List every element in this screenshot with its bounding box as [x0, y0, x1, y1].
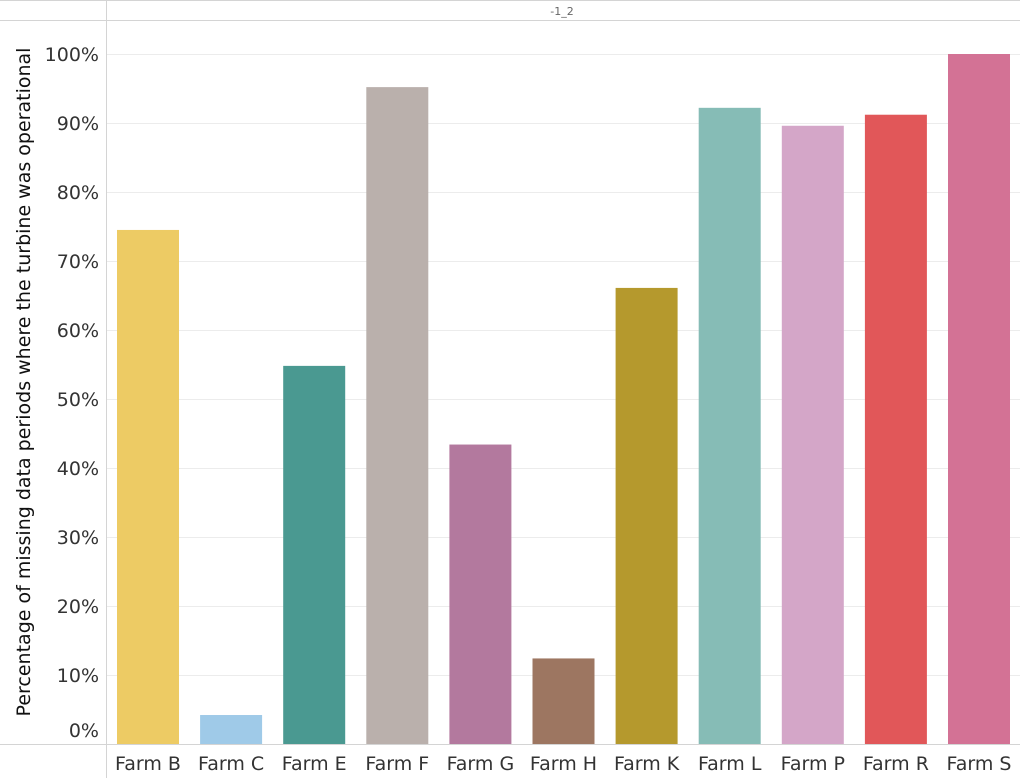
y-tick-label: 80% [57, 182, 99, 204]
y-tick-label: 20% [57, 596, 99, 618]
y-tick-label: 40% [57, 458, 99, 480]
x-category-label: Farm C [198, 753, 264, 775]
x-category-label: Farm H [530, 753, 597, 775]
y-axis-title: Percentage of missing data periods where… [13, 48, 35, 717]
x-category-label: Farm S [947, 753, 1012, 775]
y-tick-label: 70% [57, 251, 99, 273]
bars [117, 54, 1010, 745]
x-category-label: Farm R [863, 753, 929, 775]
bar-farm-g[interactable] [449, 444, 512, 744]
x-category-label: Farm E [282, 753, 347, 775]
y-tick-label: 60% [57, 320, 99, 342]
bar-farm-p[interactable] [781, 125, 844, 744]
bar-farm-r[interactable] [864, 114, 927, 745]
y-tick-label: 100% [45, 44, 99, 66]
x-category-label: Farm B [115, 753, 181, 775]
x-category-label: Farm G [447, 753, 515, 775]
bar-farm-b[interactable] [117, 229, 179, 744]
bar-farm-s[interactable] [948, 54, 1010, 744]
x-category-label: Farm F [365, 753, 429, 775]
y-tick-label: 30% [57, 527, 99, 549]
bar-farm-c[interactable] [200, 715, 263, 744]
y-tick-label: 10% [57, 665, 99, 687]
x-category-label: Farm P [781, 753, 845, 775]
bar-farm-l[interactable] [698, 107, 761, 744]
bar-farm-e[interactable] [283, 365, 346, 744]
x-axis-category-labels: Farm B Farm C Farm E Farm F Farm G Farm H Farm… [115, 753, 1011, 775]
y-tick-label: 0% [69, 720, 99, 742]
header: -1_2 [0, 0, 1020, 21]
bar-farm-f[interactable] [366, 87, 429, 745]
header-label: -1_2 [550, 5, 573, 18]
bar-farm-h[interactable] [532, 658, 595, 744]
y-tick-label: 90% [57, 113, 99, 135]
y-axis-tick-labels: 0% 10% 20% 30% 40% 50% 60% 70% 80% 90% 100% [45, 44, 99, 742]
y-tick-label: 50% [57, 389, 99, 411]
bar-farm-k[interactable] [615, 287, 678, 744]
x-category-label: Farm L [698, 753, 762, 775]
x-category-label: Farm K [614, 753, 680, 775]
